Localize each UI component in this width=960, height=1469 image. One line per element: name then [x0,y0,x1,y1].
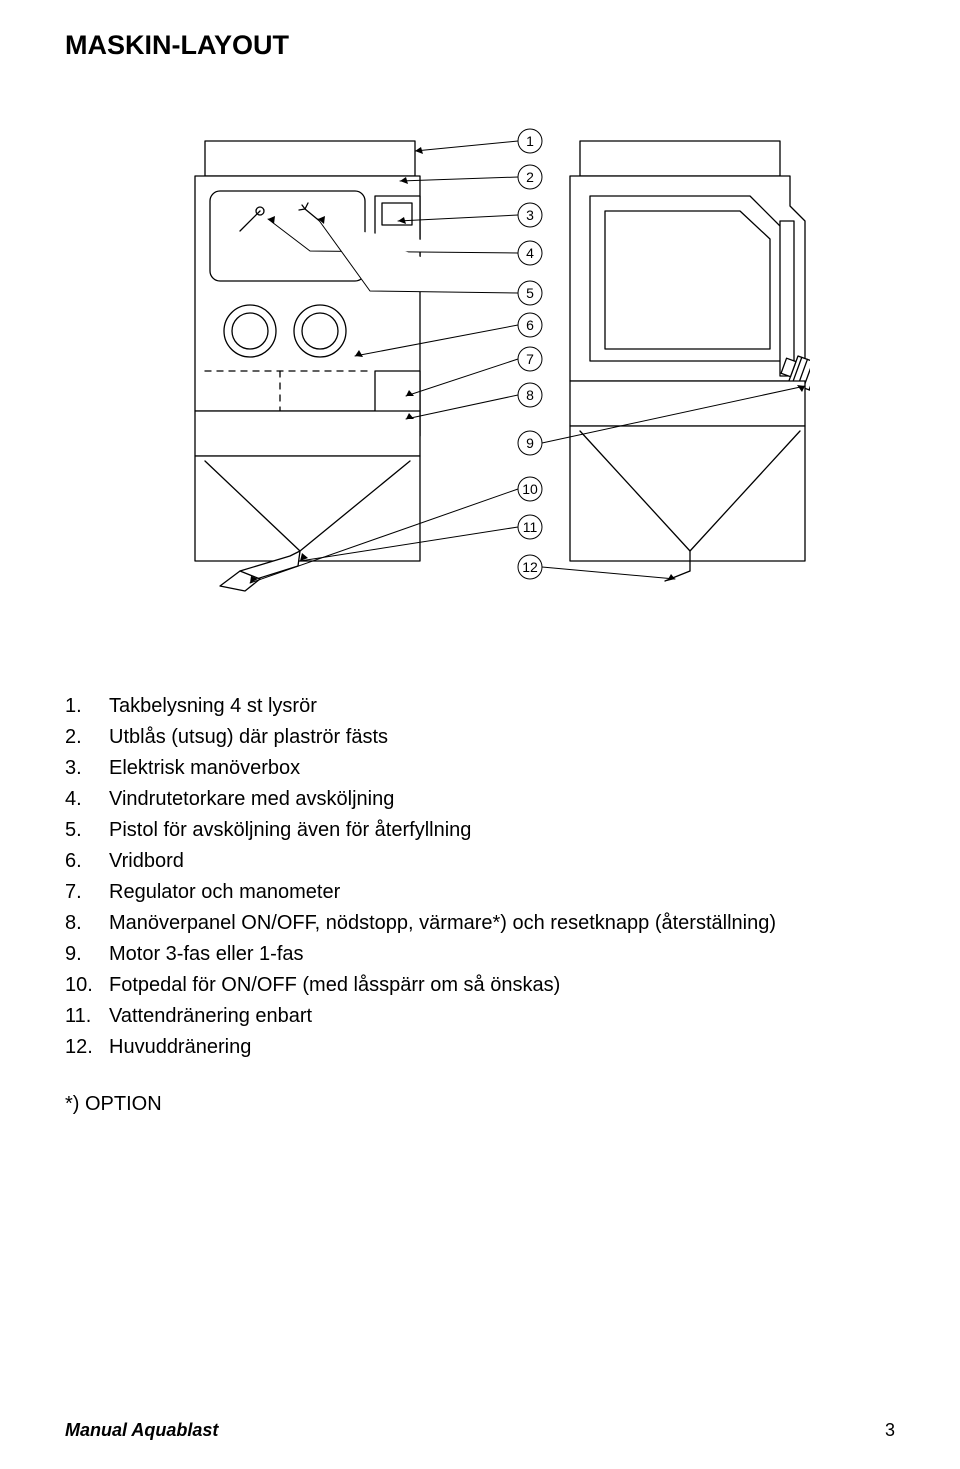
list-item: Vridbord [65,846,895,877]
callout-3: 3 [526,207,534,223]
callout-9: 9 [526,435,534,451]
machine-layout-diagram: 1 2 3 4 5 6 7 8 9 10 11 12 [150,111,810,631]
option-note: *) OPTION [65,1093,895,1116]
parts-list: Takbelysning 4 st lysrör Utblås (utsug) … [65,691,895,1063]
callout-10: 10 [522,481,538,497]
list-item: Vattendränering enbart [65,1001,895,1032]
footer-title: Manual Aquablast [65,1420,218,1441]
callout-5: 5 [526,285,534,301]
list-item: Huvuddränering [65,1032,895,1063]
list-item: Takbelysning 4 st lysrör [65,691,895,722]
page-footer: Manual Aquablast 3 [65,1420,895,1441]
list-item: Pistol för avsköljning även för återfyll… [65,815,895,846]
callout-2: 2 [526,169,534,185]
callout-4: 4 [526,245,534,261]
callout-8: 8 [526,387,534,403]
list-item: Regulator och manometer [65,877,895,908]
list-item: Elektrisk manöverbox [65,753,895,784]
callout-7: 7 [526,351,534,367]
callout-1: 1 [526,133,534,149]
list-item: Motor 3-fas eller 1-fas [65,939,895,970]
callout-12: 12 [522,559,538,575]
list-item: Manöverpanel ON/OFF, nödstopp, värmare*)… [65,908,895,939]
callout-6: 6 [526,317,534,333]
list-item: Vindrutetorkare med avsköljning [65,784,895,815]
callout-11: 11 [523,519,538,535]
page-title: MASKIN-LAYOUT [65,30,895,61]
footer-page-number: 3 [885,1420,895,1441]
list-item: Fotpedal för ON/OFF (med låsspärr om så … [65,970,895,1001]
list-item: Utblås (utsug) där plaströr fästs [65,722,895,753]
